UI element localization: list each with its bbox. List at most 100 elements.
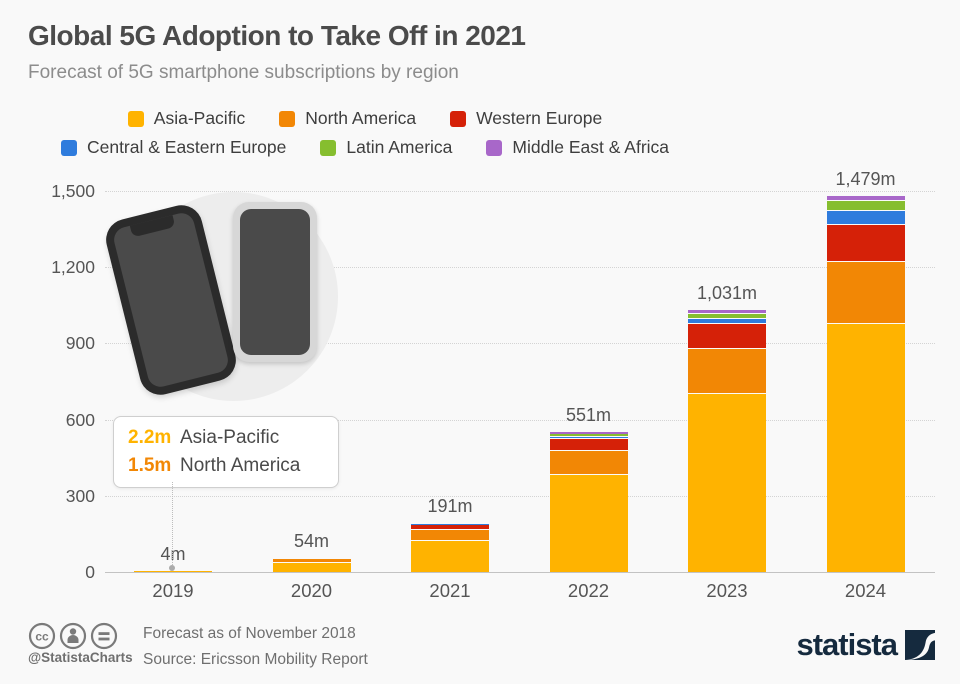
y-axis-label-1500: 1,500 [51, 181, 95, 201]
legend-label: Western Europe [476, 108, 603, 128]
smartphone-upright-icon [233, 202, 317, 362]
segment-2024-asia-pacific [826, 324, 905, 572]
segment-2022-central-eastern-europe [549, 436, 628, 440]
segment-2024-north-america [826, 261, 905, 325]
gridline-300 [105, 495, 935, 497]
statista-logo[interactable]: statista [796, 627, 935, 662]
x-axis-label-2021: 2021 [429, 580, 471, 601]
bar-total-label-2020: 54m [293, 531, 329, 552]
legend-item-latin-america: Latin America [320, 137, 452, 158]
bar-2019 [134, 571, 212, 572]
segment-2022-western-europe [549, 439, 628, 452]
segment-2023-asia-pacific [688, 394, 766, 572]
legend-row-2: Central & Eastern Europe Latin America Mid… [0, 137, 730, 158]
page-subtitle: Forecast of 5G smartphone subscriptions … [28, 62, 459, 83]
legend-label: Central & Eastern Europe [86, 137, 287, 157]
bar-2023 [688, 310, 766, 572]
callout-row: 2.2m Asia-Pacific [128, 424, 324, 452]
bar-2022 [549, 432, 628, 572]
callout-leader-line [172, 482, 173, 567]
segment-2020-asia-pacific [272, 563, 351, 572]
legend-item-middle-east-africa: Middle East & Africa [486, 137, 669, 158]
y-axis-label-0: 0 [85, 562, 95, 582]
x-axis-label-2020: 2020 [290, 580, 333, 601]
x-axis-label-2019: 2019 [152, 580, 194, 601]
segment-2021-central-eastern-europe [411, 524, 489, 526]
annotation-callout: 2.2m Asia-Pacific 1.5m North America [113, 416, 339, 488]
gridline-1200 [105, 267, 935, 269]
x-axis-label-2022: 2022 [567, 580, 610, 601]
gridline-600 [105, 419, 935, 421]
callout-value: 1.5m [128, 455, 172, 476]
bar-2021 [411, 523, 489, 572]
callout-leader-dot [169, 565, 175, 571]
gridline-900 [105, 343, 935, 345]
bar-total-label-2024: 1,479m [835, 169, 896, 190]
segment-2022-north-america [549, 451, 628, 476]
bar-2020 [272, 558, 351, 572]
segment-2023-north-america [688, 348, 766, 395]
gridline-0 [105, 572, 935, 573]
segment-2023-middle-east-africa [688, 310, 766, 314]
segment-2024-middle-east-africa [826, 196, 905, 201]
bar-total-label-2021: 191m [427, 496, 473, 517]
segment-2023-latin-america [688, 313, 766, 319]
legend-label: North America [305, 108, 417, 128]
segment-2024-central-eastern-europe [826, 211, 905, 225]
segment-2021-north-america [411, 530, 489, 541]
legend-swatch [486, 139, 503, 156]
cc-glyph: cc [35, 630, 49, 644]
legend-row-1: Asia-Pacific North America Western Europe [0, 108, 730, 129]
segment-2022-middle-east-africa [549, 432, 628, 435]
segment-2020-north-america [272, 559, 351, 564]
page-title: Global 5G Adoption to Take Off in 2021 [28, 20, 526, 51]
callout-row: 1.5m North America [128, 452, 324, 480]
y-axis-label-600: 600 [65, 409, 95, 430]
statista-charts-handle[interactable]: @StatistaCharts [28, 650, 133, 665]
callout-label: Asia-Pacific [180, 427, 280, 448]
nd-equals-icon [98, 632, 110, 635]
legend-swatch [320, 139, 337, 156]
segment-2024-western-europe [826, 224, 905, 262]
segment-2023-central-eastern-europe [688, 318, 766, 325]
segment-2021-asia-pacific [411, 540, 489, 572]
gridline-1500 [105, 191, 935, 192]
legend-item-asia-pacific: Asia-Pacific [127, 108, 246, 129]
bar-total-label-2019: 4m [160, 543, 186, 564]
legend-swatch [279, 110, 296, 127]
segment-2023-western-europe [688, 324, 766, 349]
callout-label: North America [180, 455, 301, 476]
legend-label: Middle East & Africa [512, 137, 670, 157]
source-note: Source: Ericsson Mobility Report [143, 651, 368, 668]
statista-wordmark: statista [796, 627, 898, 662]
segment-2022-asia-pacific [549, 475, 628, 572]
legend-label: Asia-Pacific [153, 108, 246, 128]
bar-total-label-2022: 551m [565, 405, 612, 426]
segment-2021-latin-america [411, 523, 489, 525]
y-axis-label-1200: 1,200 [51, 257, 95, 278]
legend-item-north-america: North America [279, 108, 416, 129]
statista-logo-mark [905, 630, 935, 660]
attribution-person-icon [69, 628, 77, 635]
callout-value: 2.2m [128, 427, 172, 448]
segment-2020-western-europe [272, 558, 351, 560]
y-axis-label-900: 900 [65, 333, 95, 354]
phone-notch [129, 215, 176, 238]
legend-swatch [127, 110, 144, 127]
segment-2021-western-europe [411, 525, 489, 531]
phone-screen [240, 209, 310, 355]
legend-item-central-eastern-europe: Central & Eastern Europe [60, 137, 287, 158]
x-axis-label-2023: 2023 [706, 580, 748, 601]
segment-2019-asia-pacific [134, 571, 212, 572]
segment-2024-latin-america [826, 200, 905, 212]
legend-item-western-europe: Western Europe [450, 108, 602, 129]
x-axis-label-2024: 2024 [844, 580, 887, 601]
y-axis-label-300: 300 [65, 485, 95, 506]
segment-2022-latin-america [549, 434, 628, 437]
bar-2024 [826, 196, 905, 572]
legend: Asia-Pacific North America Western Europe C… [0, 108, 730, 166]
legend-swatch [450, 110, 467, 127]
forecast-note: Forecast as of November 2018 [143, 625, 356, 642]
legend-swatch [60, 139, 77, 156]
